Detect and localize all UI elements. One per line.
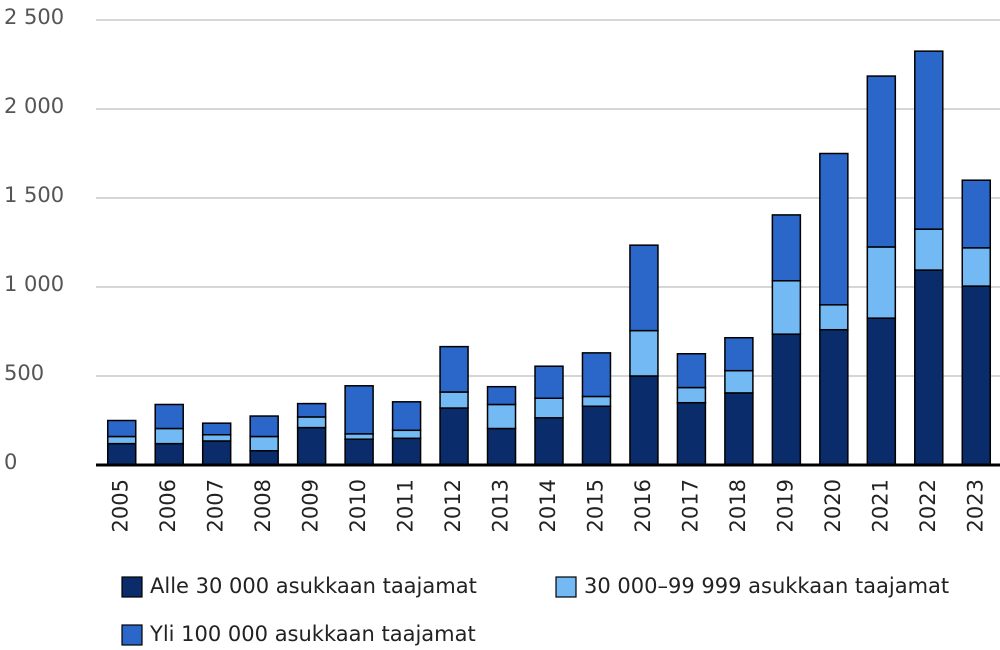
bar-segment xyxy=(534,417,564,466)
legend-label: Alle 30 000 asukkaan taajamat xyxy=(150,574,477,598)
bar-segment xyxy=(296,402,327,418)
x-tick-label: 2007 xyxy=(204,479,228,532)
bar-segment xyxy=(201,422,232,436)
x-tick-label: 2019 xyxy=(773,479,797,532)
bar-segment xyxy=(344,385,374,435)
x-tick-label: 2010 xyxy=(346,479,370,532)
legend-swatch xyxy=(555,576,577,598)
bar-segment xyxy=(581,395,612,408)
bar-segment xyxy=(249,450,279,466)
bar-segment xyxy=(439,391,469,409)
bar-segment xyxy=(106,442,137,466)
bar-segment xyxy=(154,427,184,445)
bar-segment xyxy=(866,317,897,466)
x-tick-label: 2016 xyxy=(631,479,655,532)
bar-segment xyxy=(914,228,944,271)
bar-segment xyxy=(249,435,279,452)
x-tick-label: 2023 xyxy=(963,479,987,532)
bar-segment xyxy=(439,407,469,466)
y-tick-label: 1 000 xyxy=(4,272,64,296)
y-tick-label: 1 500 xyxy=(4,183,64,207)
y-tick-label: 500 xyxy=(4,361,44,385)
bar-segment xyxy=(819,152,849,306)
bar-segment xyxy=(106,419,137,438)
bar-segment xyxy=(819,328,849,466)
bar-segment xyxy=(344,433,374,440)
bar-segment xyxy=(724,392,754,466)
y-tick-label: 2 000 xyxy=(4,94,64,118)
bar-segment xyxy=(581,352,612,398)
bar-segment xyxy=(914,50,944,230)
bar-segment xyxy=(676,386,707,404)
bar-segment xyxy=(534,365,564,399)
bar-segment xyxy=(106,435,137,445)
bar-segment xyxy=(866,75,897,248)
bar-segment xyxy=(819,304,849,331)
bar-segment xyxy=(581,405,612,466)
legend-label: Yli 100 000 asukkaan taajamat xyxy=(149,622,476,646)
bar-segment xyxy=(201,433,232,442)
x-tick-label: 2015 xyxy=(583,479,607,532)
bar-segment xyxy=(961,247,992,287)
bar-segment xyxy=(391,429,422,440)
x-tick-label: 2009 xyxy=(299,479,323,532)
bar-segment xyxy=(961,179,992,249)
bar-segment xyxy=(771,280,802,335)
bar-segment xyxy=(486,403,517,430)
bar-segment xyxy=(344,438,374,466)
x-tick-label: 2006 xyxy=(156,479,180,532)
legend-swatch xyxy=(121,624,143,646)
x-tick-label: 2018 xyxy=(726,479,750,532)
legend-label: 30 000–99 999 asukkaan taajamat xyxy=(584,574,949,598)
bar-segment xyxy=(391,437,422,466)
bar-segment xyxy=(629,375,659,466)
bar-segment xyxy=(629,329,659,377)
bar-segment xyxy=(486,385,517,406)
bar-segment xyxy=(296,416,327,429)
bar-segment xyxy=(771,333,802,466)
bar-segment xyxy=(914,269,944,466)
bar-segment xyxy=(724,336,754,372)
x-tick-label: 2022 xyxy=(916,479,940,532)
x-tick-label: 2020 xyxy=(821,479,845,532)
x-tick-label: 2011 xyxy=(394,479,418,532)
bar-segment xyxy=(439,345,469,393)
bar-segment xyxy=(249,415,279,438)
bar-segment xyxy=(724,369,754,394)
x-tick-label: 2014 xyxy=(536,479,560,532)
bar-segment xyxy=(866,246,897,319)
bar-segment xyxy=(486,427,517,466)
bar-segment xyxy=(296,426,327,466)
bar-segment xyxy=(534,397,564,419)
x-tick-label: 2021 xyxy=(868,479,892,532)
bar-segment xyxy=(629,244,659,332)
bar-segment xyxy=(391,401,422,432)
y-tick-label: 0 xyxy=(4,450,17,474)
x-tick-label: 2005 xyxy=(109,479,133,532)
y-tick-label: 2 500 xyxy=(4,5,64,29)
bar-segment xyxy=(676,353,707,389)
bar-segment xyxy=(771,214,802,282)
bar-segment xyxy=(154,403,184,430)
bar-segment xyxy=(154,442,184,466)
bar-segment xyxy=(961,285,992,466)
bar-segment xyxy=(201,440,232,466)
x-tick-label: 2012 xyxy=(441,479,465,532)
x-tick-label: 2017 xyxy=(678,479,702,532)
x-tick-label: 2013 xyxy=(489,479,513,532)
bar-segment xyxy=(676,401,707,466)
x-tick-label: 2008 xyxy=(251,479,275,532)
legend-swatch xyxy=(121,576,143,598)
